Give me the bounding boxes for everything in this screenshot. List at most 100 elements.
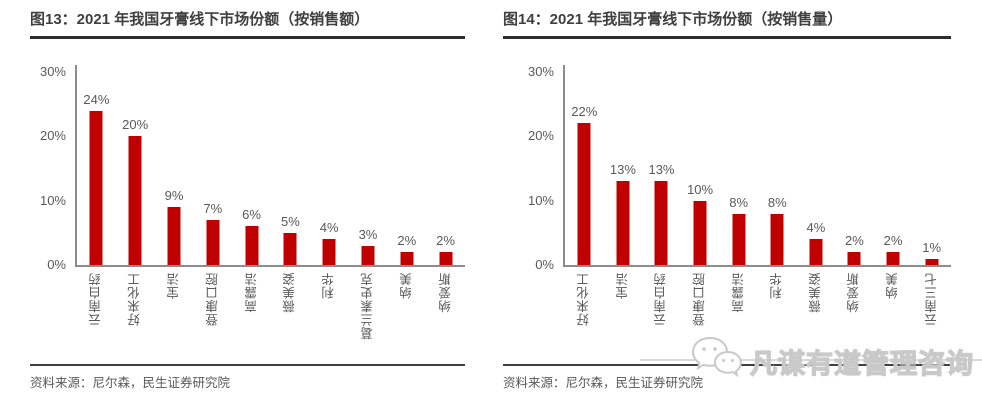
y-axis: 0% 10% 20% 30% — [503, 64, 563, 272]
bar-slot: 13% — [604, 65, 643, 265]
bar-slot: 4% — [310, 65, 349, 265]
source-note: 资料来源：尼尔森，民生证券研究院 — [503, 376, 704, 390]
y-tick-label: 10% — [527, 192, 554, 208]
bar — [770, 213, 784, 265]
bar — [616, 181, 630, 265]
bar-slot: 2% — [874, 65, 913, 265]
y-tick-label: 0% — [535, 257, 554, 272]
chart-title: 图14：2021 年我国牙膏线下市场份额（按销售量） — [503, 8, 951, 39]
source-divider-line — [503, 364, 951, 366]
bar — [400, 252, 414, 265]
bar-chart: 0% 10% 20% 30% 24% 20% 9% 7% 6% 5% 4% 3% 2% 2% 云南白药 好… — [30, 64, 465, 358]
bar-slot: 10% — [681, 65, 720, 265]
category-label: 高露洁 — [244, 272, 259, 313]
bar-chart: 0% 10% 20% 30% 22% 13% 13% 10% 8% 8% 4% 2% 2% 1% 好来化… — [503, 64, 951, 358]
bar — [809, 239, 823, 265]
bar — [577, 123, 591, 265]
y-axis: 0% 10% 20% 30% — [30, 64, 75, 272]
category-label: 纳爱斯 — [847, 272, 862, 313]
bar-value-label: 24% — [83, 91, 110, 107]
bar — [847, 252, 861, 265]
category-label: 宝洁 — [615, 272, 630, 299]
y-tick-label: 20% — [527, 128, 554, 144]
plot-area: 22% 13% 13% 10% 8% 8% 4% 2% 2% 1% — [563, 65, 951, 267]
bar — [283, 232, 297, 265]
bar-value-label: 10% — [687, 181, 714, 197]
category-label: 宝洁 — [166, 272, 181, 299]
bar — [732, 213, 746, 265]
bar — [925, 258, 939, 265]
category-label: 登康口腔 — [693, 272, 708, 326]
y-tick-label: 30% — [527, 64, 554, 79]
plot-area: 24% 20% 9% 7% 6% 5% 4% 3% 2% 2% — [75, 65, 465, 267]
bar — [167, 207, 181, 265]
chart-title: 图13：2021 年我国牙膏线下市场份额（按销售额） — [30, 8, 465, 39]
bar-slot: 5% — [271, 65, 310, 265]
bar-slot: 2% — [835, 65, 874, 265]
category-label: 纳美 — [399, 272, 414, 299]
bar — [886, 252, 900, 265]
bar-slot: 7% — [193, 65, 232, 265]
y-tick-label: 20% — [39, 128, 66, 144]
bar-slot: 2% — [387, 65, 426, 265]
chart-panel-sales-value: 图13：2021 年我国牙膏线下市场份额（按销售额） 0% 10% 20% 30% 2… — [30, 8, 465, 391]
bar-slot: 6% — [232, 65, 271, 265]
x-axis-labels: 云南白药 好来化工 宝洁 登康口腔 高露洁 薇美姿 利华 葛兰素史克 纳美 纳爱斯 — [77, 267, 465, 358]
bar-value-label: 13% — [609, 162, 636, 178]
bar-slot: 9% — [155, 65, 194, 265]
bar — [322, 239, 336, 265]
bar-slot: 24% — [77, 65, 116, 265]
category-label: 云南白药 — [654, 272, 669, 326]
category-label: 高露洁 — [731, 272, 746, 313]
category-label: 好来化工 — [128, 272, 143, 326]
category-label: 纳美 — [886, 272, 901, 299]
category-label: 薇美姿 — [808, 272, 823, 313]
category-label: 登康口腔 — [205, 272, 220, 326]
category-label: 云南白药 — [89, 272, 104, 326]
bar — [206, 219, 220, 265]
bar-value-label: 4% — [806, 220, 826, 236]
bar-slot: 20% — [116, 65, 155, 265]
bar-value-label: 7% — [203, 200, 223, 216]
source-divider-line — [30, 364, 465, 366]
bar-value-label: 4% — [319, 220, 339, 236]
x-axis-labels: 好来化工 宝洁 云南白药 登康口腔 高露洁 利华 薇美姿 纳爱斯 纳美 云南三七 — [565, 267, 951, 358]
bar-value-label: 3% — [358, 226, 378, 242]
bar-value-label: 8% — [729, 194, 749, 210]
bar-slot: 8% — [719, 65, 758, 265]
bar-slot: 1% — [912, 65, 951, 265]
bar-value-label: 1% — [922, 239, 942, 255]
y-tick-label: 30% — [39, 64, 66, 79]
bar — [361, 245, 375, 265]
bar — [245, 226, 259, 265]
bar-slot: 8% — [758, 65, 797, 265]
bar-value-label: 9% — [164, 188, 184, 204]
bar-value-label: 13% — [648, 162, 675, 178]
bar-value-label: 2% — [436, 233, 455, 249]
bar — [89, 110, 103, 265]
bar-value-label: 2% — [883, 233, 903, 249]
bar-slot: 13% — [642, 65, 681, 265]
category-label: 葛兰素史克 — [360, 272, 375, 340]
category-label: 云南三七 — [924, 272, 939, 326]
plot-wrap: 22% 13% 13% 10% 8% 8% 4% 2% 2% 1% 好来化工 宝洁 云南白药 登康口腔 高… — [563, 65, 951, 358]
chart-panel-sales-volume: 图14：2021 年我国牙膏线下市场份额（按销售量） 0% 10% 20% 30% 2… — [503, 8, 951, 391]
y-tick-label: 0% — [47, 257, 66, 272]
bar-slot: 22% — [565, 65, 604, 265]
bar — [128, 136, 142, 265]
bar — [439, 252, 453, 265]
bar — [693, 200, 707, 265]
bar-value-label: 20% — [122, 117, 149, 133]
plot-wrap: 24% 20% 9% 7% 6% 5% 4% 3% 2% 2% 云南白药 好来化工 宝洁 登康口腔 高露洁… — [75, 65, 465, 358]
bar-value-label: 22% — [571, 104, 598, 120]
category-label: 利华 — [322, 272, 337, 299]
category-label: 好来化工 — [577, 272, 592, 326]
bar-value-label: 2% — [845, 233, 864, 249]
bar-value-label: 6% — [242, 207, 261, 223]
bar — [654, 181, 668, 265]
source-note: 资料来源：尼尔森，民生证券研究院 — [30, 376, 231, 390]
bar-slot: 2% — [426, 65, 465, 265]
y-tick-label: 10% — [39, 192, 66, 208]
category-label: 利华 — [770, 272, 785, 299]
